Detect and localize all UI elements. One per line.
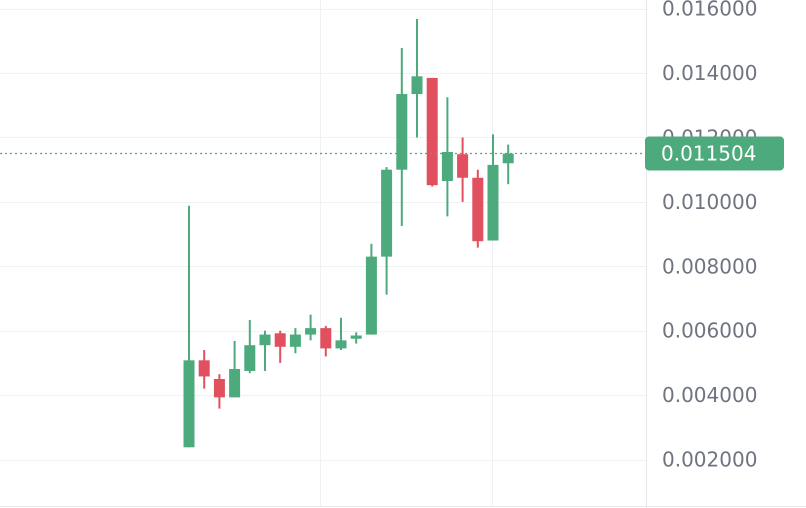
candle-6 [274, 330, 286, 363]
y-tick-label: 0.016000 [662, 0, 757, 21]
candle-4 [244, 320, 256, 374]
candle-21 [502, 144, 514, 185]
candle-3 [229, 341, 241, 398]
y-tick-label: 0.014000 [662, 61, 757, 85]
candle-20 [487, 134, 499, 241]
candle-body [411, 76, 423, 95]
y-tick-label: 0.006000 [662, 319, 757, 343]
candle-body [335, 340, 347, 349]
candle-12 [365, 243, 377, 335]
candle-body [365, 256, 377, 335]
candle-body [289, 334, 301, 347]
y-tick-label: 0.010000 [662, 190, 757, 214]
current-price-label: 0.011504 [661, 141, 756, 165]
candle-10 [335, 317, 347, 351]
candle-body [198, 360, 210, 377]
y-tick-label: 0.002000 [662, 448, 757, 472]
candle-14 [396, 47, 408, 227]
y-tick-label: 0.008000 [662, 254, 757, 278]
candle-body [320, 328, 332, 349]
candles [183, 19, 514, 448]
candle-body [457, 154, 469, 178]
candle-body [502, 153, 514, 164]
candle-16 [426, 77, 438, 187]
candle-17 [441, 97, 453, 217]
candle-body [381, 169, 393, 257]
candle-body [274, 333, 286, 347]
candle-2 [213, 374, 225, 409]
candle-1 [198, 350, 210, 389]
candle-11 [350, 332, 362, 344]
candle-body [229, 369, 241, 398]
candle-body [259, 334, 271, 346]
current-price-tag-background [645, 136, 784, 171]
candle-5 [259, 330, 271, 371]
candle-body [305, 328, 317, 335]
candle-body [396, 94, 408, 170]
candle-body [487, 164, 499, 241]
y-tick-label: 0.004000 [662, 383, 757, 407]
candle-19 [472, 169, 484, 248]
candle-9 [320, 325, 332, 357]
candle-13 [381, 167, 393, 295]
candle-body [472, 177, 484, 242]
candle-body [183, 360, 195, 448]
candle-8 [305, 314, 317, 341]
candle-body [350, 335, 362, 339]
candle-7 [289, 328, 301, 354]
candle-body [426, 77, 438, 186]
candle-body [244, 345, 256, 371]
current-price-tag: 0.011504 [645, 136, 784, 171]
candle-0 [183, 205, 195, 448]
candle-body [213, 379, 225, 398]
candle-18 [457, 137, 469, 202]
candle-body [441, 151, 453, 181]
candle-15 [411, 19, 423, 138]
